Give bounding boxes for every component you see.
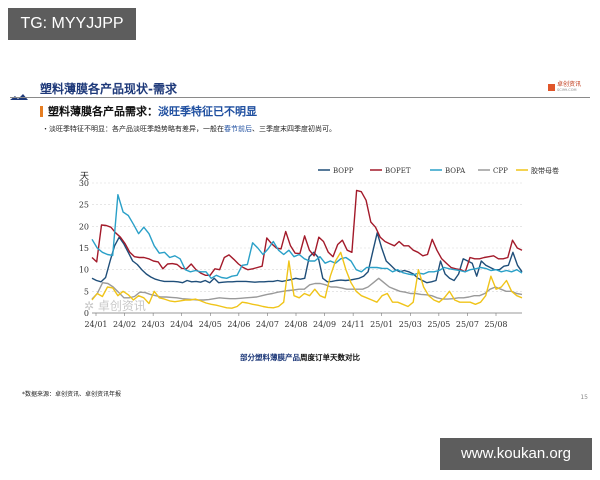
site-watermark-badge: www.koukan.org [440, 438, 592, 470]
mountain-decoration-icon [10, 94, 28, 100]
caption-highlight: 部分塑料薄膜产品 [240, 353, 300, 362]
legend-label: BOPA [445, 167, 466, 175]
bullet-prefix: ・淡旺季特征不明显：各产品淡旺季趋势略有差异，一般在 [42, 125, 224, 133]
x-tick-label: 24/01 [84, 320, 107, 329]
x-tick-label: 25/07 [456, 320, 479, 329]
page-number: 15 [580, 394, 588, 401]
x-tick-label: 24/11 [342, 320, 365, 329]
legend-label: BOPP [333, 167, 354, 175]
chart-caption: 部分塑料薄膜产品周度订单天数对比 [0, 352, 600, 363]
bullet-text: ・淡旺季特征不明显：各产品淡旺季趋势略有差异，一般在春节前后、三季度末四季度初尚… [42, 124, 336, 134]
title-divider [10, 97, 590, 98]
x-tick-label: 25/03 [399, 320, 422, 329]
x-tick-label: 25/01 [370, 320, 393, 329]
y-tick-label: 5 [84, 287, 89, 296]
x-tick-label: 24/07 [256, 320, 279, 329]
section-title-highlight: 淡旺季特征已不明显 [158, 105, 257, 118]
x-tick-label: 25/05 [427, 320, 450, 329]
x-tick-label: 25/08 [484, 320, 507, 329]
y-axis-label: 天 [80, 172, 89, 182]
y-tick-label: 25 [79, 201, 89, 210]
bullet-suffix: 、三季度末四季度初尚可。 [252, 125, 336, 133]
y-tick-label: 30 [79, 179, 89, 188]
chart-watermark: ✲ 卓创资讯 [84, 299, 146, 313]
section-marker [40, 105, 43, 117]
x-tick-label: 24/05 [199, 320, 222, 329]
x-tick-label: 24/09 [313, 320, 336, 329]
x-tick-label: 24/02 [113, 320, 136, 329]
series-line [91, 251, 523, 309]
series-line [91, 232, 523, 284]
logo-subtext: SCI99.COM [557, 88, 577, 92]
legend-label: 胶带母卷 [531, 166, 559, 175]
line-chart: 0 5 10 15 20 25 30天 24/01 24/02 24/03 24/04 24/05 24… [79, 166, 559, 329]
x-tick-label: 24/04 [170, 320, 193, 329]
brand-logo: 卓创资讯 SCI99.COM [548, 82, 581, 92]
logo-text: 卓创资讯 [557, 81, 582, 88]
series-line [91, 189, 523, 276]
y-tick-label: 0 [84, 309, 89, 318]
y-tick-label: 20 [79, 222, 89, 231]
section-heading: 塑料薄膜各产品需求： 淡旺季特征已不明显 [40, 103, 257, 119]
bullet-highlight: 春节前后 [224, 125, 252, 133]
data-source-note: *数据来源：卓创资讯、卓创资讯年报 [22, 391, 122, 398]
x-tick-label: 24/03 [142, 320, 165, 329]
logo-mark-icon [548, 83, 555, 91]
y-tick-label: 15 [79, 244, 89, 253]
x-tick-label: 24/06 [227, 320, 250, 329]
legend-label: CPP [493, 167, 508, 175]
section-title-prefix: 塑料薄膜各产品需求： [48, 105, 158, 118]
page-title: 塑料薄膜各产品现状-需求 [40, 82, 177, 96]
tg-watermark-badge: TG: MYYJJPP [8, 8, 136, 40]
series-line [91, 277, 523, 301]
x-tick-label: 24/08 [284, 320, 307, 329]
legend-label: BOPET [385, 167, 411, 175]
caption-rest: 周度订单天数对比 [300, 353, 360, 362]
series-line [91, 193, 523, 279]
y-tick-label: 10 [79, 266, 89, 275]
